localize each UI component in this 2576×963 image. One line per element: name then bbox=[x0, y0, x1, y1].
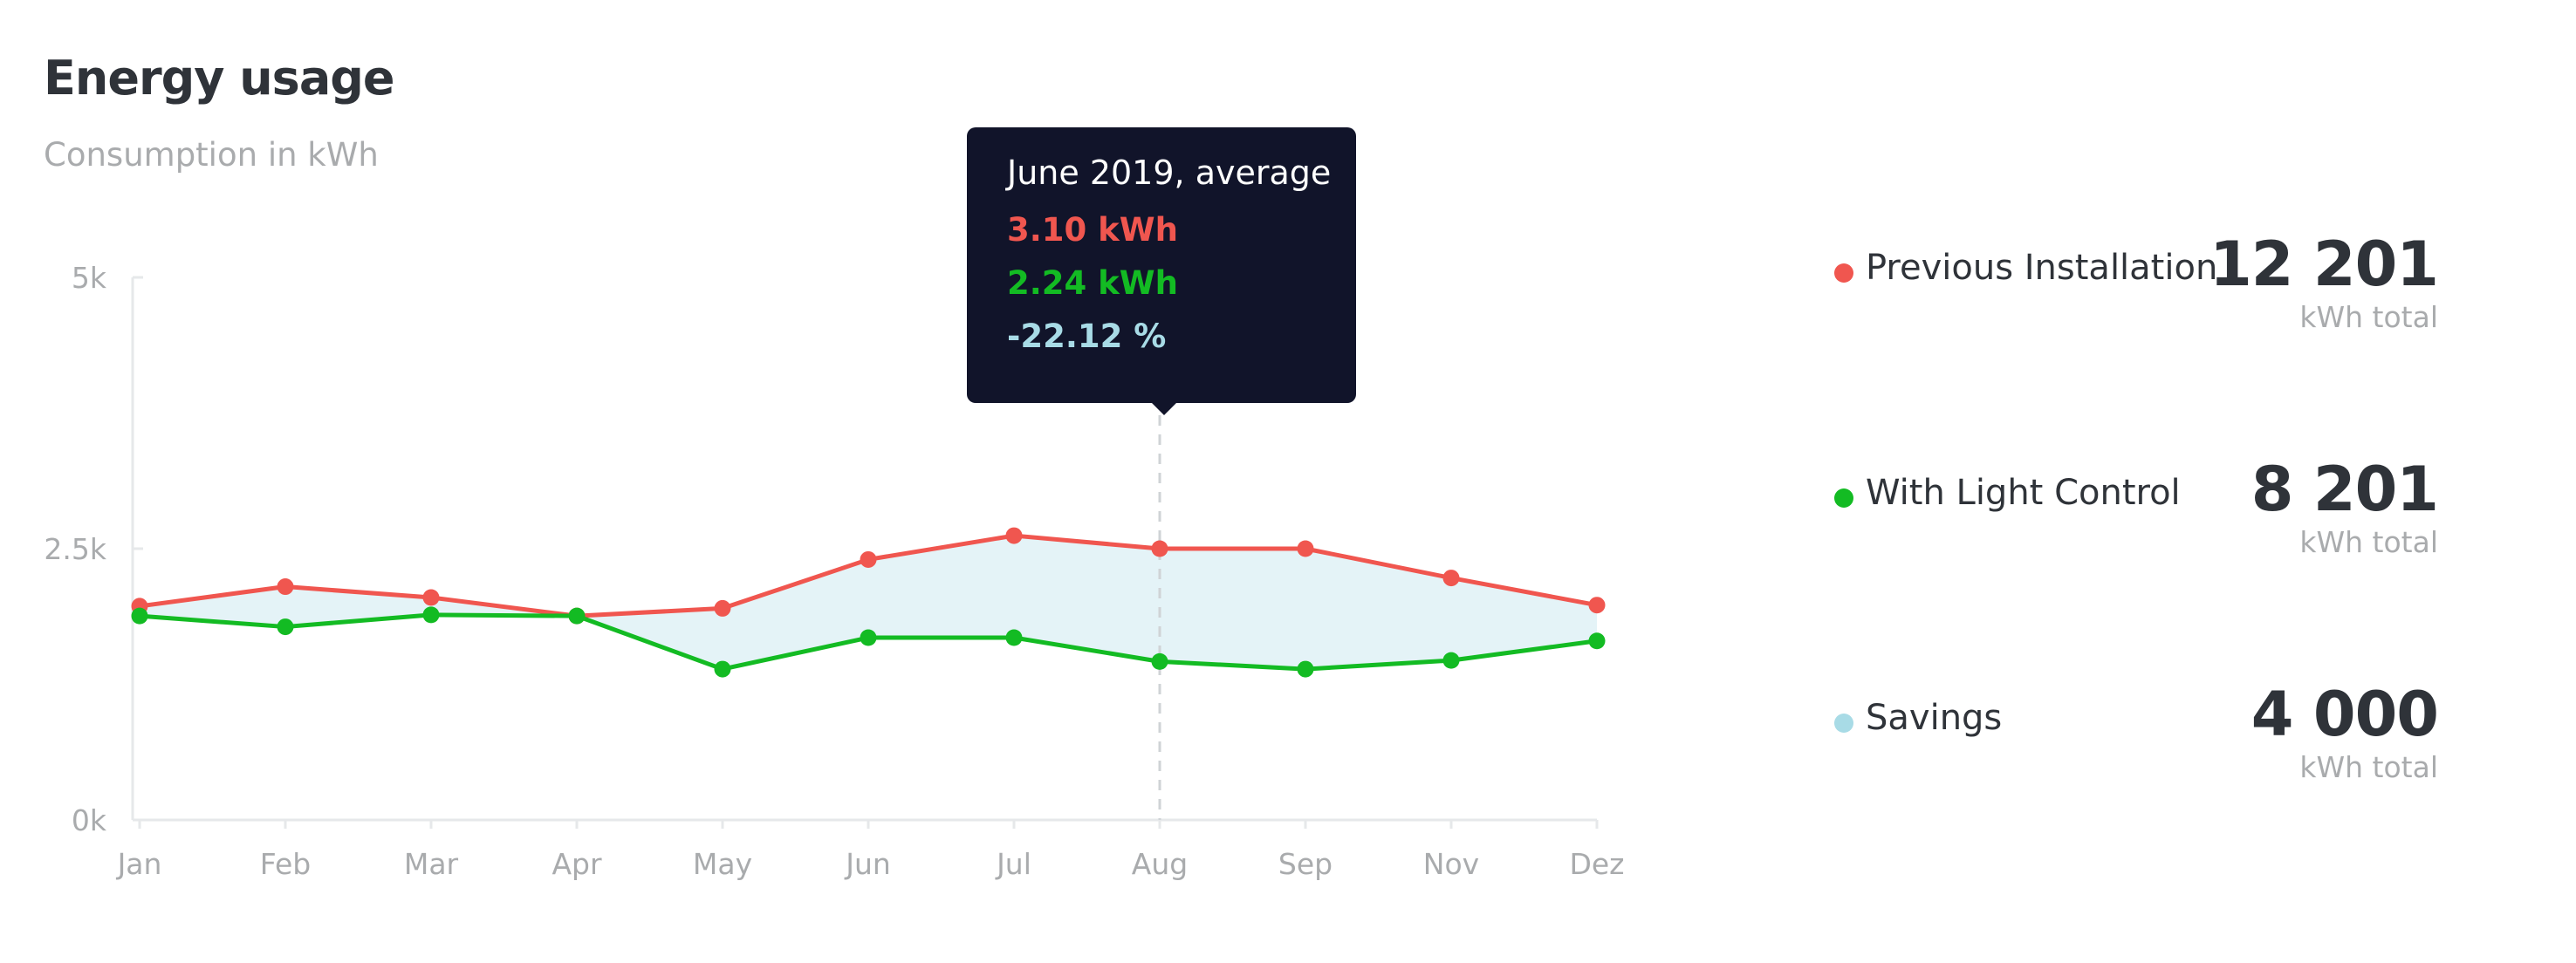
series-with-control-point bbox=[1005, 629, 1023, 646]
legend-label: Previous Installation bbox=[1866, 248, 2218, 288]
legend-label: Savings bbox=[1866, 698, 2003, 738]
y-tick-label: 0k bbox=[72, 803, 107, 837]
series-previous-point bbox=[277, 578, 294, 596]
x-tick-label: May bbox=[693, 847, 752, 881]
series-with-control-point bbox=[277, 618, 294, 636]
tooltip-with-control-value: 2.24 kWh bbox=[1007, 264, 1178, 302]
energy-line-chart: 0k 2.5k 5k Jan Feb Mar Apr May Jun Jul Aug Sep Nov De… bbox=[44, 261, 1624, 881]
legend-total-value: 8 201 bbox=[2251, 454, 2439, 525]
series-with-control-point bbox=[568, 607, 586, 625]
series-previous-point bbox=[1005, 527, 1023, 544]
x-tick-label: Aug bbox=[1132, 847, 1188, 881]
series-with-control-point bbox=[1588, 632, 1606, 650]
series-previous-point bbox=[422, 589, 440, 606]
x-tick-label: Feb bbox=[260, 847, 311, 881]
x-tick-label: Sep bbox=[1278, 847, 1333, 881]
series-with-control-point bbox=[860, 629, 877, 646]
x-tick-label: Apr bbox=[552, 847, 602, 881]
tooltip-previous-value: 3.10 kWh bbox=[1007, 211, 1178, 249]
legend-unit: kWh total bbox=[2299, 525, 2438, 559]
tooltip-savings-value: -22.12 % bbox=[1007, 318, 1167, 355]
x-tick-label: Dez bbox=[1569, 847, 1624, 881]
savings-area bbox=[140, 536, 1597, 670]
series-previous-point bbox=[714, 599, 731, 617]
x-tick-label: Jun bbox=[844, 847, 891, 881]
legend-unit: kWh total bbox=[2299, 750, 2438, 784]
series-previous-point bbox=[1442, 570, 1460, 587]
series-with-control-point bbox=[131, 607, 148, 625]
y-tick-label: 5k bbox=[72, 261, 107, 295]
series-previous-point bbox=[1151, 540, 1168, 557]
legend-unit: kWh total bbox=[2299, 300, 2438, 334]
x-tick-label: Jan bbox=[116, 847, 162, 881]
legend-dot-previous bbox=[1834, 263, 1853, 283]
series-with-control-point bbox=[1442, 652, 1460, 669]
tooltip-title: June 2019, average bbox=[1007, 154, 1332, 192]
legend-dot-with-control bbox=[1834, 488, 1853, 508]
chart-tooltip: June 2019, average 3.10 kWh 2.24 kWh -22… bbox=[967, 127, 1356, 415]
x-tick-label: Nov bbox=[1423, 847, 1479, 881]
series-with-control-point bbox=[1151, 652, 1168, 670]
legend-total-value: 4 000 bbox=[2251, 679, 2439, 750]
legend-dot-savings bbox=[1834, 714, 1853, 733]
x-tick-label: Mar bbox=[404, 847, 459, 881]
page-subtitle: Consumption in kWh bbox=[44, 136, 379, 174]
series-with-control-point bbox=[714, 660, 731, 678]
legend-total-value: 12 201 bbox=[2209, 229, 2439, 300]
series-previous-point bbox=[1297, 540, 1314, 557]
series-with-control-point bbox=[422, 606, 440, 624]
x-tick-label: Jul bbox=[995, 847, 1031, 881]
y-tick-label: 2.5k bbox=[44, 532, 106, 566]
legend-label: With Light Control bbox=[1866, 473, 2181, 513]
page-title: Energy usage bbox=[44, 51, 395, 106]
series-with-control-point bbox=[1297, 660, 1314, 678]
series-previous-point bbox=[860, 550, 877, 568]
series-previous-point bbox=[1588, 597, 1606, 614]
